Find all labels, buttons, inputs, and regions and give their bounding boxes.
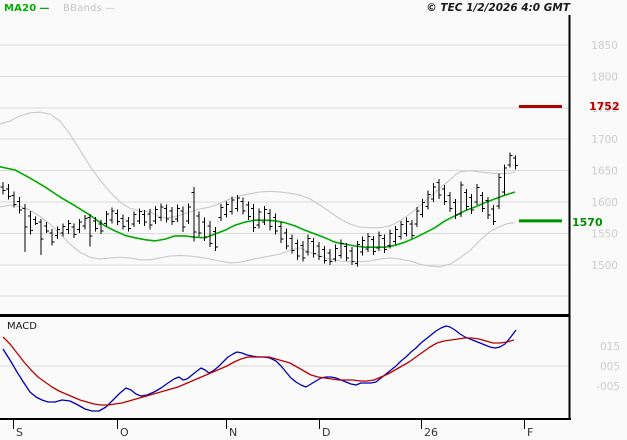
bollinger-band-line	[0, 111, 516, 229]
x-axis-month-label: D	[322, 426, 330, 439]
signal-line	[2, 336, 515, 406]
price-axis-label: 1700	[591, 134, 618, 146]
legend-ma20-label: MA20	[4, 3, 37, 14]
bollinger-band-line	[0, 204, 516, 268]
macd-axis-label: -005	[596, 381, 620, 393]
price-axis-label: 1500	[591, 260, 618, 272]
macd-axis-label: 015	[600, 341, 620, 353]
resistance-level-label: 1752	[589, 100, 620, 113]
bbands-line-swatch: —	[104, 3, 116, 14]
panel-separator	[0, 314, 570, 317]
x-axis-month-label: S	[16, 426, 23, 439]
macd-axis-label: 005	[600, 361, 620, 373]
legend: MA20— BBands —	[4, 3, 115, 14]
support-level-label: 1570	[572, 216, 603, 229]
x-axis-month-label: F	[527, 426, 533, 439]
copyright-timestamp: © TEC 1/2/2026 4:0 GMT	[426, 2, 570, 14]
ma20-line-swatch: —	[39, 3, 50, 14]
x-axis-month-label: O	[120, 426, 129, 439]
macd-line	[2, 325, 517, 412]
legend-bbands-label: BBands	[63, 3, 102, 14]
price-axis-label: 1850	[591, 40, 618, 52]
price-axis-label: 1650	[591, 166, 618, 178]
x-axis-month-label: 26	[424, 426, 438, 439]
ma20-line	[0, 166, 516, 248]
macd-panel-title: MACD	[7, 321, 37, 332]
price-axis-label: 1750	[591, 103, 618, 115]
x-axis-month-label: N	[229, 426, 237, 439]
price-axis-label: 1800	[591, 71, 618, 83]
price-axis-label: 1550	[591, 228, 618, 240]
price-axis-label: 1600	[591, 197, 618, 209]
